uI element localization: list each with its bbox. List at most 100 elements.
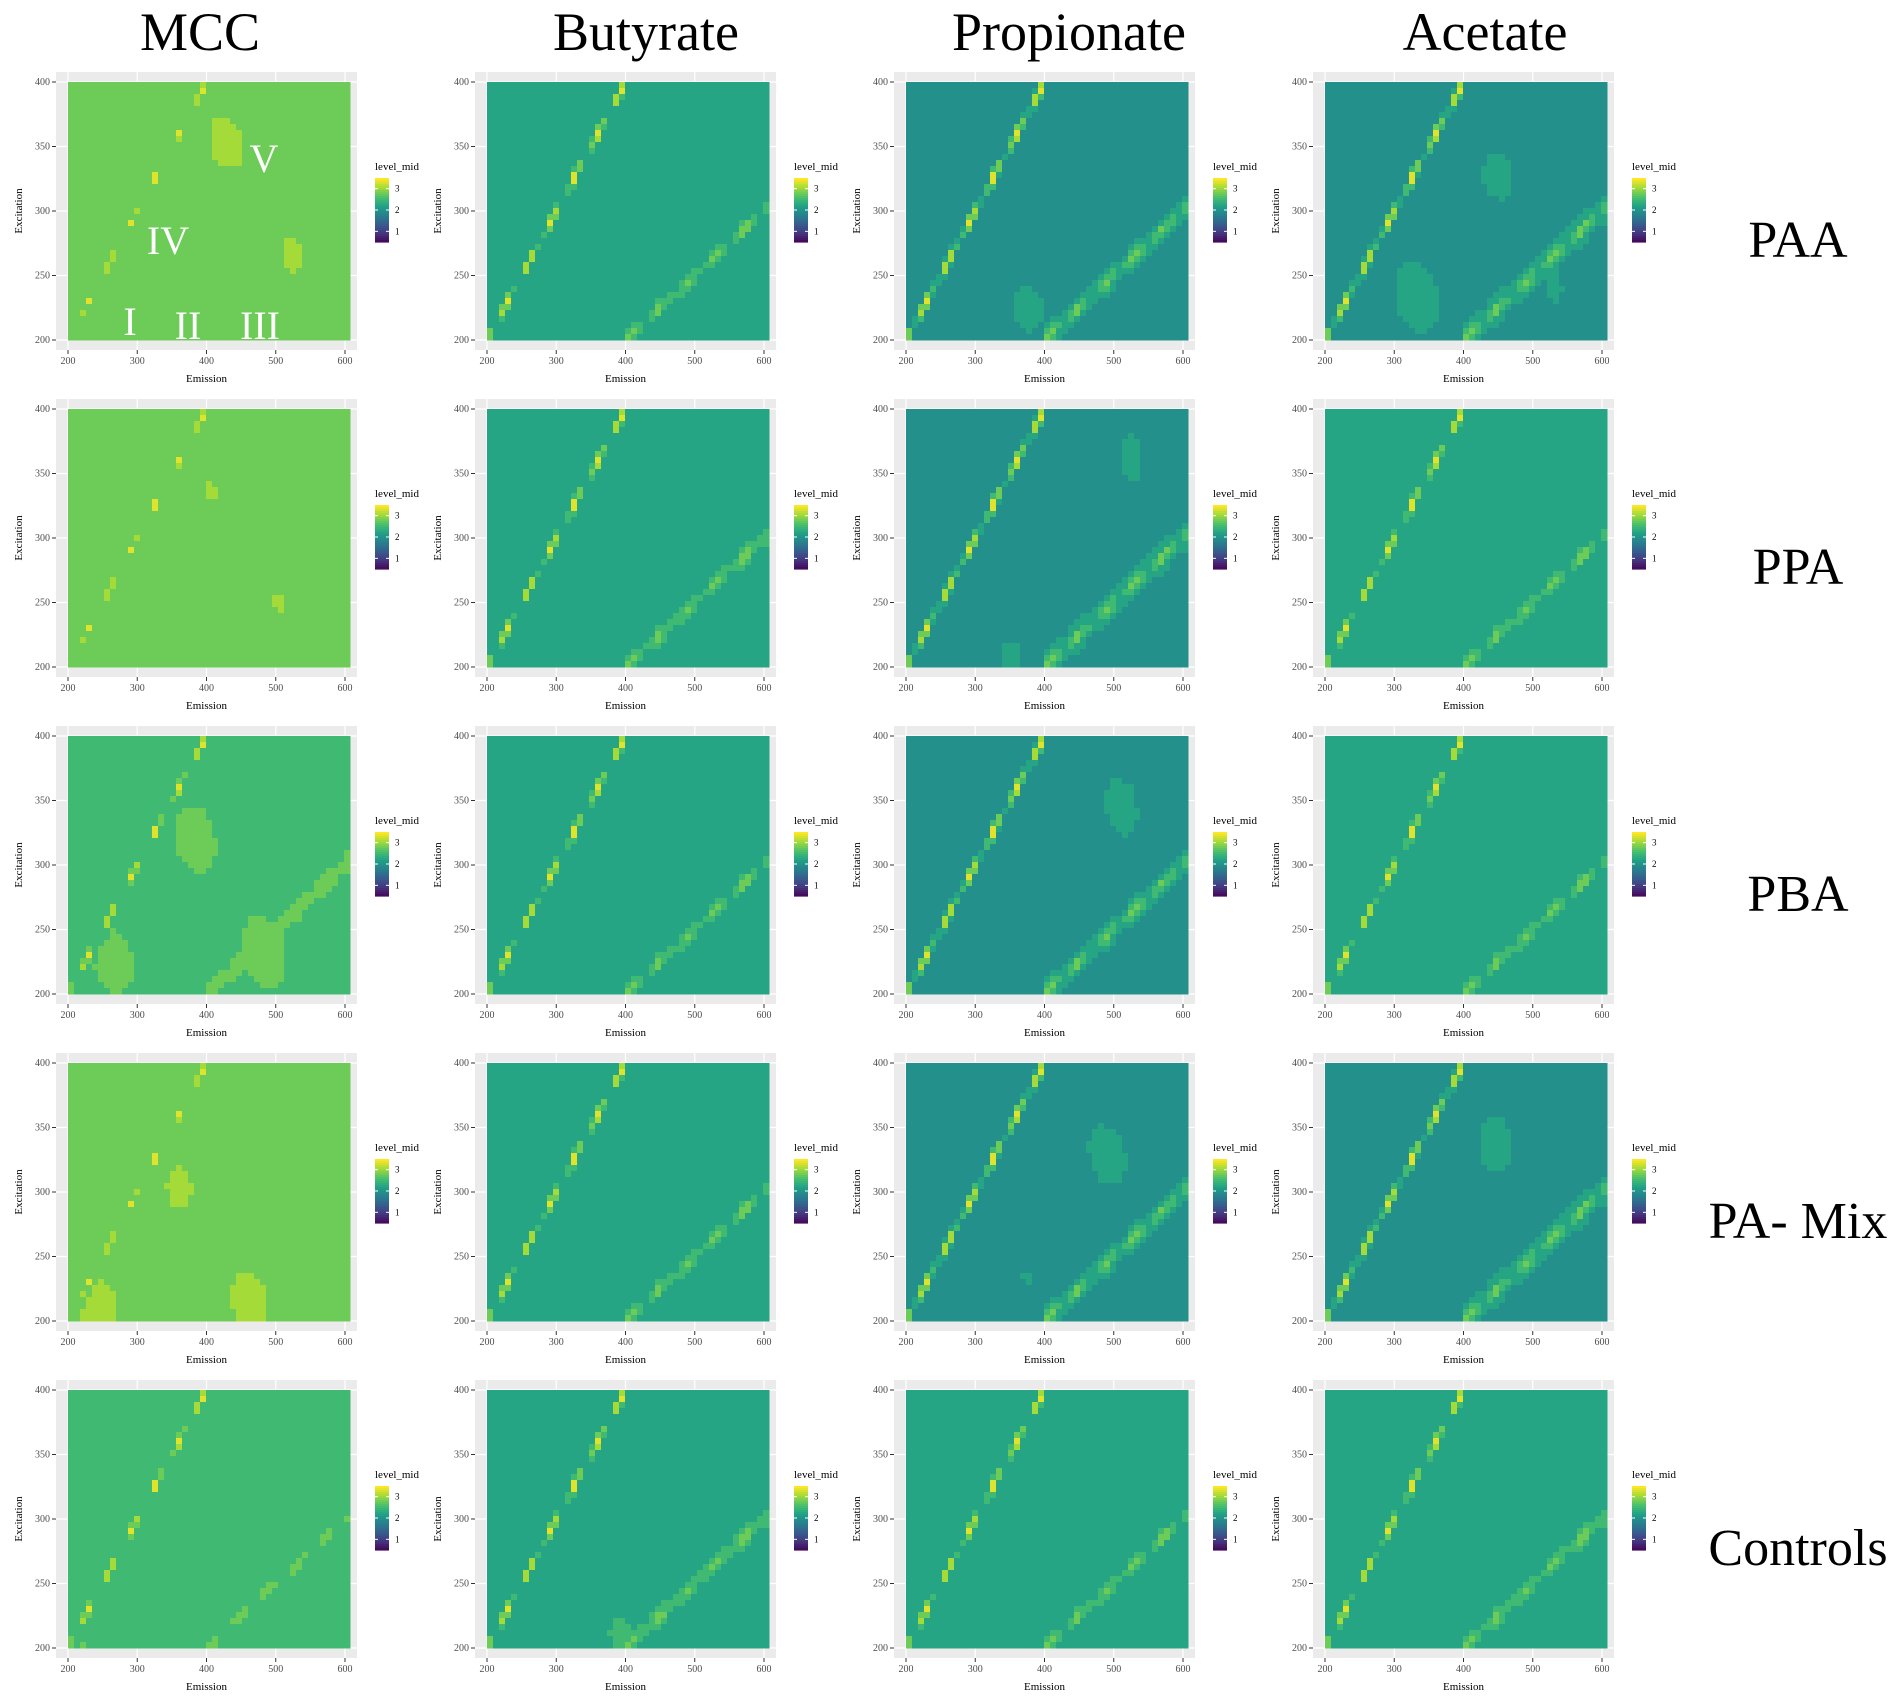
contour-panel: 200 300 400 500 600200250300350400EmissionEx… (13, 72, 419, 385)
contour-panel: 200 300 400 500 600200250300350400EmissionEx… (13, 1380, 419, 1693)
x-tick-label: 300 (130, 1664, 145, 1675)
y-tick-label: 400 (873, 731, 888, 742)
y-tick-label: 200 (454, 335, 469, 346)
y-tick-label: 300 (873, 1514, 888, 1525)
heat-field (487, 736, 770, 995)
x-tick-label: 400 (199, 683, 214, 694)
column-header: Acetate (1403, 2, 1568, 62)
x-tick-label: 200 (480, 1664, 495, 1675)
y-tick-label: 250 (35, 925, 50, 936)
y-tick-label: 250 (873, 598, 888, 609)
y-tick-label: 250 (454, 598, 469, 609)
x-tick-label: 600 (338, 1010, 353, 1021)
legend-title: level_mid (1213, 1469, 1257, 1481)
legend-tick-label: 1 (814, 880, 819, 890)
y-tick-label: 350 (873, 796, 888, 807)
legend-tick-label: 3 (1233, 184, 1238, 194)
y-tick-label: 200 (454, 662, 469, 673)
contour-panel: 200 300 400 500 600200250300350400EmissionEx… (851, 1380, 1257, 1693)
row-header: PBA (1747, 866, 1849, 923)
x-tick-label: 300 (968, 1010, 983, 1021)
legend-title: level_mid (1632, 1469, 1676, 1481)
heat-field (1325, 409, 1608, 668)
x-tick-label: 600 (1176, 1010, 1191, 1021)
x-axis-title: Emission (1443, 1354, 1484, 1366)
heat-field (68, 82, 351, 341)
y-axis-title: Excitation (432, 1496, 444, 1542)
x-tick-label: 300 (549, 683, 564, 694)
y-axis-title: Excitation (851, 1169, 863, 1215)
x-tick-label: 600 (1595, 683, 1610, 694)
y-tick-label: 400 (35, 77, 50, 88)
y-tick-label: 300 (1292, 1187, 1307, 1198)
heat-field (68, 1390, 351, 1649)
x-tick-label: 400 (1037, 1664, 1052, 1675)
y-tick-label: 350 (454, 1123, 469, 1134)
y-axis-title: Excitation (851, 842, 863, 888)
x-tick-label: 200 (899, 1337, 914, 1348)
y-tick-label: 200 (1292, 662, 1307, 673)
legend-tick-label: 1 (395, 880, 400, 890)
x-tick-label: 500 (1106, 1010, 1121, 1021)
y-tick-label: 400 (873, 77, 888, 88)
x-tick-label: 400 (199, 1337, 214, 1348)
row-header: PPA (1753, 539, 1844, 596)
legend-title: level_mid (375, 1142, 419, 1154)
legend-tick-label: 1 (814, 226, 819, 236)
contour-panel: 200 300 400 500 600200250300350400EmissionEx… (1270, 72, 1676, 385)
x-tick-label: 600 (757, 683, 772, 694)
y-tick-label: 350 (35, 142, 50, 153)
x-tick-label: 400 (1037, 1337, 1052, 1348)
x-tick-label: 600 (338, 356, 353, 367)
y-tick-label: 400 (35, 1058, 50, 1069)
y-tick-label: 350 (1292, 142, 1307, 153)
y-axis-title: Excitation (851, 515, 863, 561)
x-tick-label: 400 (1037, 683, 1052, 694)
y-tick-label: 200 (454, 989, 469, 1000)
legend-tick-label: 3 (395, 1165, 400, 1175)
x-tick-label: 300 (130, 356, 145, 367)
y-tick-label: 400 (454, 404, 469, 415)
heat-field (906, 82, 1189, 341)
x-tick-label: 300 (1387, 356, 1402, 367)
x-tick-label: 600 (338, 683, 353, 694)
contour-panel: 200 300 400 500 600200250300350400EmissionEx… (1270, 726, 1676, 1039)
x-tick-label: 600 (757, 1664, 772, 1675)
x-axis-title: Emission (605, 1354, 646, 1366)
column-header: Butyrate (553, 2, 739, 62)
y-axis-title: Excitation (13, 1496, 25, 1542)
x-tick-label: 400 (199, 356, 214, 367)
x-tick-label: 300 (549, 1010, 564, 1021)
x-axis-title: Emission (1024, 373, 1065, 385)
y-tick-label: 200 (35, 1643, 50, 1654)
x-tick-label: 600 (1595, 356, 1610, 367)
x-tick-label: 200 (1318, 356, 1333, 367)
x-axis-title: Emission (1024, 1354, 1065, 1366)
y-tick-label: 300 (1292, 860, 1307, 871)
y-tick-label: 300 (35, 1187, 50, 1198)
y-tick-label: 200 (35, 1316, 50, 1327)
x-tick-label: 400 (618, 1337, 633, 1348)
legend-title: level_mid (375, 161, 419, 173)
y-axis-title: Excitation (1270, 515, 1282, 561)
region-label: V (250, 136, 279, 181)
y-tick-label: 350 (873, 1123, 888, 1134)
y-tick-label: 250 (1292, 1579, 1307, 1590)
x-tick-label: 600 (1176, 683, 1191, 694)
heat-field (1325, 1390, 1608, 1649)
legend-tick-label: 2 (814, 1186, 819, 1196)
x-axis-title: Emission (186, 1681, 227, 1693)
x-tick-label: 300 (549, 356, 564, 367)
contour-panel: 200 300 400 500 600200250300350400EmissionEx… (851, 726, 1257, 1039)
y-tick-label: 400 (454, 1385, 469, 1396)
x-tick-label: 300 (1387, 1664, 1402, 1675)
y-tick-label: 350 (1292, 1450, 1307, 1461)
contour-panel: 200 300 400 500 600200250300350400EmissionEx… (13, 726, 419, 1039)
legend-tick-label: 3 (814, 1165, 819, 1175)
heat-field (1325, 1063, 1608, 1322)
x-tick-label: 400 (199, 1010, 214, 1021)
legend-tick-label: 2 (814, 532, 819, 542)
